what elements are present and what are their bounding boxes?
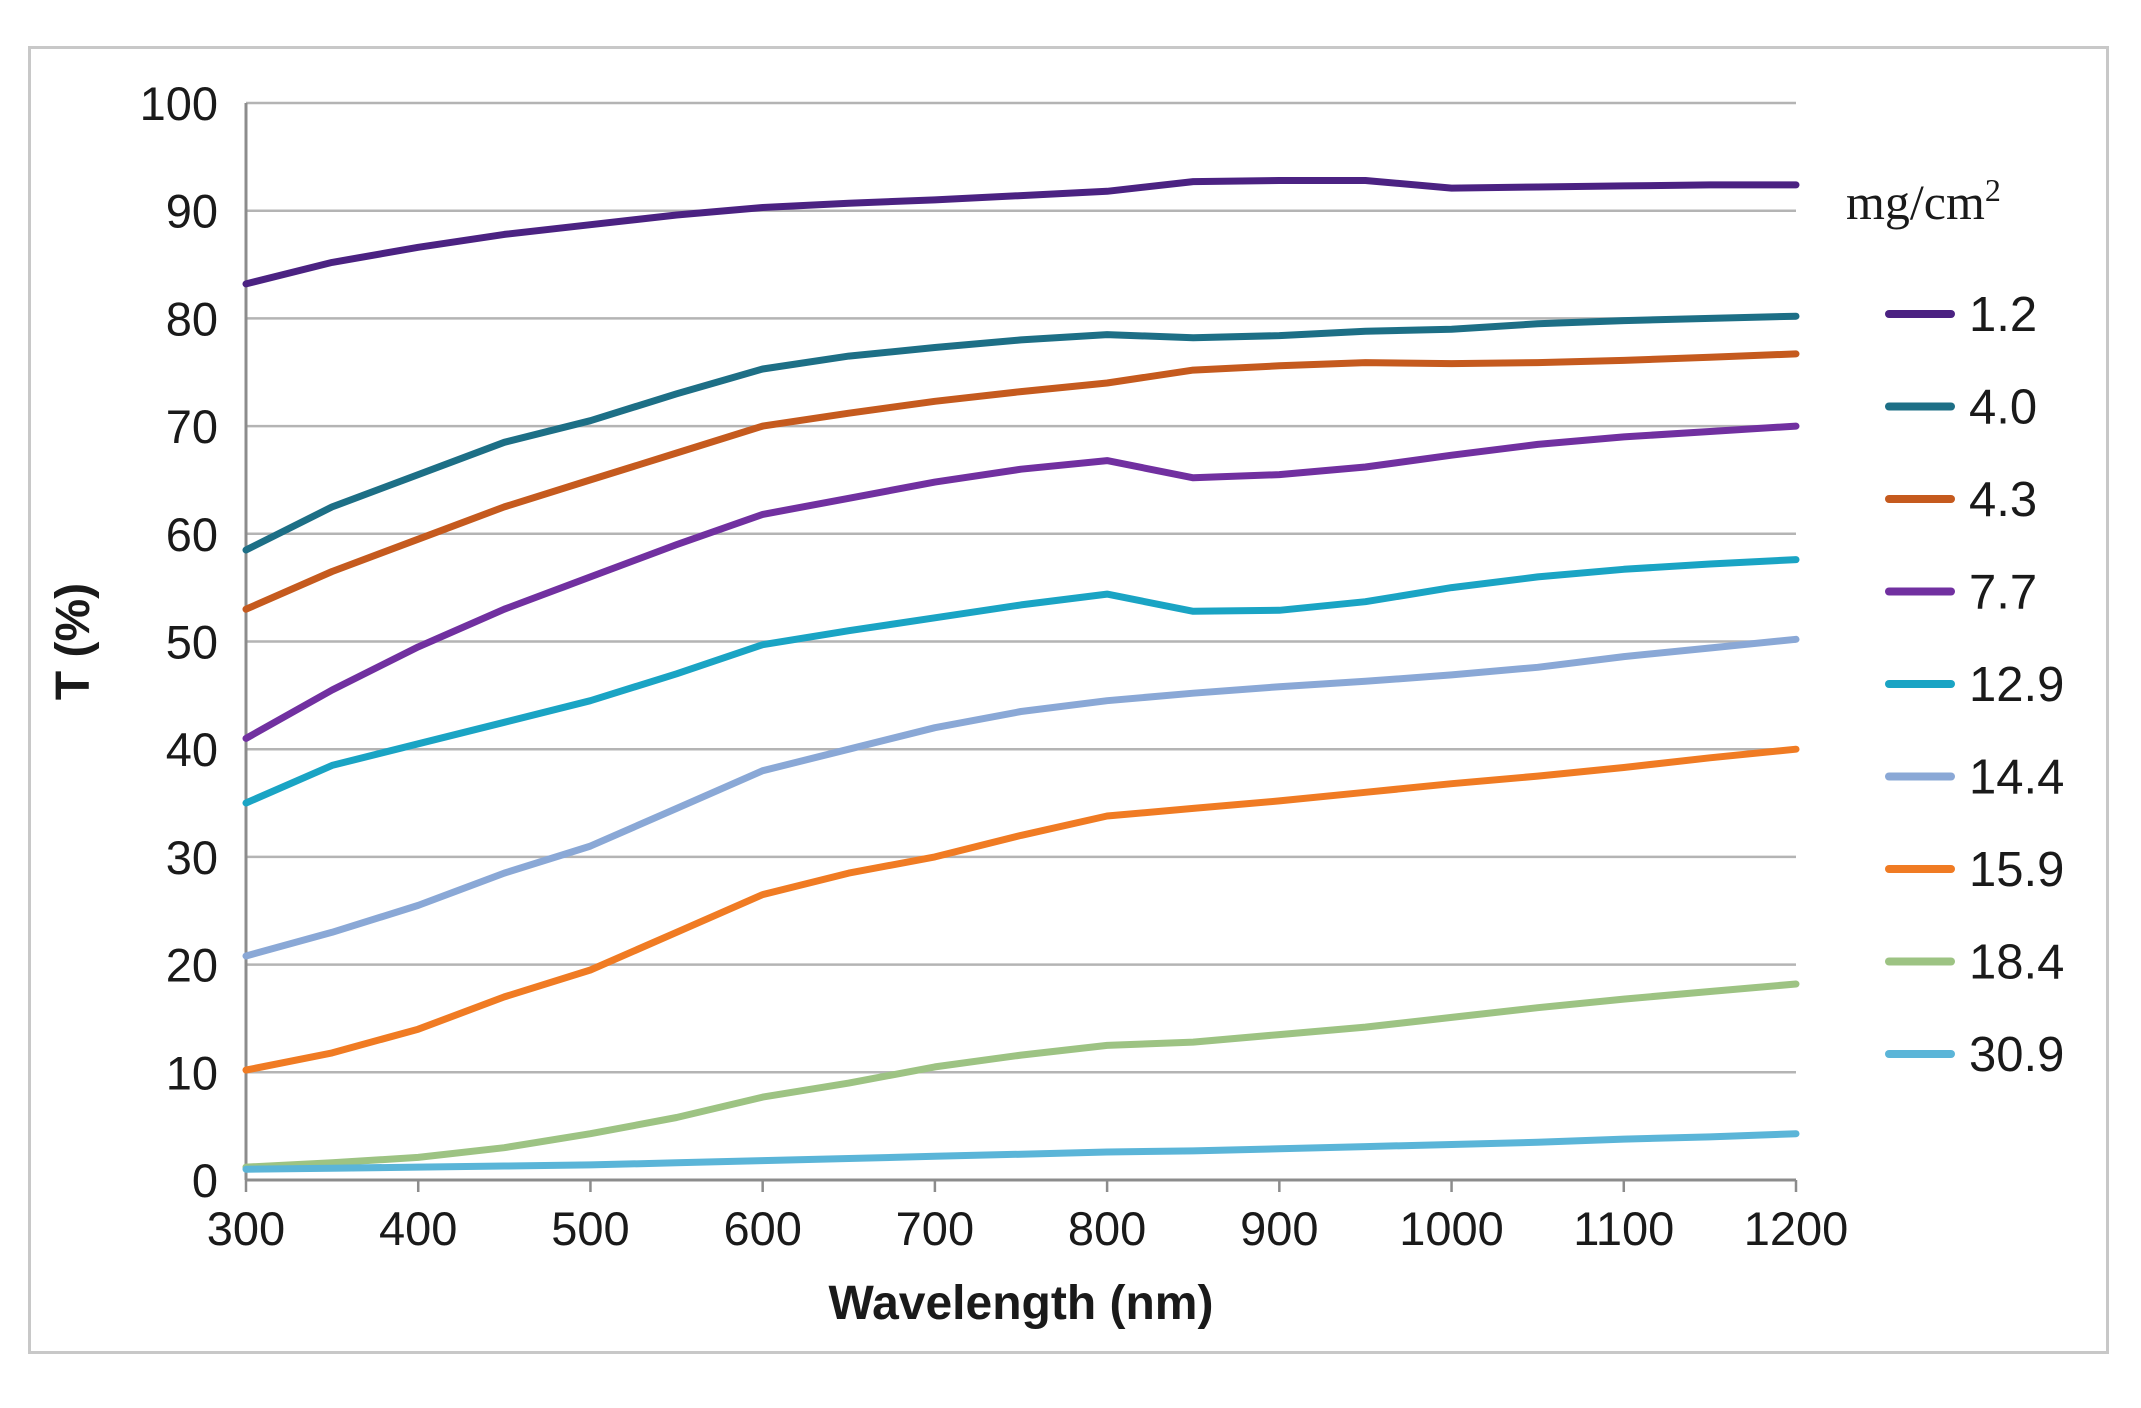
series-line-4-0 <box>242 312 1800 554</box>
x-axis-title: Wavelength (nm) <box>829 1277 1214 1330</box>
x-tick-label: 1200 <box>1744 1202 1849 1255</box>
legend-label: 18.4 <box>1969 936 2064 990</box>
legend-title: mg/cm2 <box>1846 172 2001 230</box>
series-line-18-4 <box>242 980 1800 1171</box>
series-line-7-7 <box>242 422 1800 742</box>
legend-label: 14.4 <box>1969 751 2064 805</box>
y-axis-title: T (%) <box>47 583 100 700</box>
series-line-15-9 <box>242 745 1800 1074</box>
axes <box>244 103 1798 1192</box>
legend-label: 7.7 <box>1969 566 2037 620</box>
y-tick-label: 0 <box>192 1154 218 1207</box>
gridlines <box>246 101 1796 1074</box>
x-tick-label: 800 <box>1068 1202 1146 1255</box>
tick-labels: 0 10 20 30 40 50 60 70 80 90 100 300 400 500 600 700 800… <box>140 77 1849 1255</box>
x-tick-label: 300 <box>207 1202 285 1255</box>
legend-label: 15.9 <box>1969 843 2064 897</box>
y-tick-label: 40 <box>166 723 218 776</box>
legend: 1.2 4.0 4.3 7.7 12.9 14.4 15.9 18.4 30.9 <box>1885 288 2064 1082</box>
chart-frame: 0 10 20 30 40 50 60 70 80 90 100 300 400 500 600 700 800… <box>28 46 2109 1354</box>
series-lines <box>242 177 1800 1173</box>
series-line-4-3 <box>242 350 1800 613</box>
x-tick-label: 1000 <box>1399 1202 1504 1255</box>
series-line-1-2 <box>242 177 1800 288</box>
y-tick-label: 80 <box>166 292 218 345</box>
y-tick-label: 10 <box>166 1046 218 1099</box>
y-tick-label: 20 <box>166 939 218 992</box>
y-tick-label: 60 <box>166 508 218 561</box>
legend-label: 4.3 <box>1969 473 2037 527</box>
x-tick-label: 700 <box>896 1202 974 1255</box>
y-tick-label: 70 <box>166 400 218 453</box>
x-tick-label: 500 <box>551 1202 629 1255</box>
y-tick-label: 30 <box>166 831 218 884</box>
legend-label: 4.0 <box>1969 381 2037 435</box>
x-tick-label: 900 <box>1240 1202 1318 1255</box>
x-tick-label: 600 <box>723 1202 801 1255</box>
x-tick-label: 1100 <box>1573 1202 1674 1255</box>
y-tick-label: 90 <box>166 185 218 238</box>
series-line-12-9 <box>242 556 1800 807</box>
line-chart: 0 10 20 30 40 50 60 70 80 90 100 300 400 500 600 700 800… <box>47 77 2064 1330</box>
y-tick-label: 50 <box>166 616 218 669</box>
legend-label: 1.2 <box>1969 288 2037 342</box>
legend-title-text: mg/cm <box>1846 174 1985 230</box>
series-line-14-4 <box>242 635 1800 960</box>
legend-label: 30.9 <box>1969 1028 2064 1082</box>
legend-label: 12.9 <box>1969 658 2064 712</box>
y-tick-label: 100 <box>140 77 218 130</box>
x-tick-label: 400 <box>379 1202 457 1255</box>
series-line-30-9 <box>242 1130 1800 1173</box>
legend-title-superscript: 2 <box>1985 172 2001 208</box>
